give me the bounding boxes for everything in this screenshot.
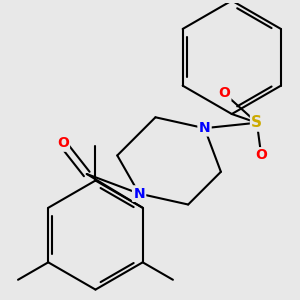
Text: N: N [199, 121, 210, 135]
Text: N: N [133, 187, 145, 201]
Text: S: S [251, 115, 262, 130]
Text: O: O [255, 148, 267, 163]
Text: O: O [218, 86, 230, 100]
Text: O: O [57, 136, 69, 151]
